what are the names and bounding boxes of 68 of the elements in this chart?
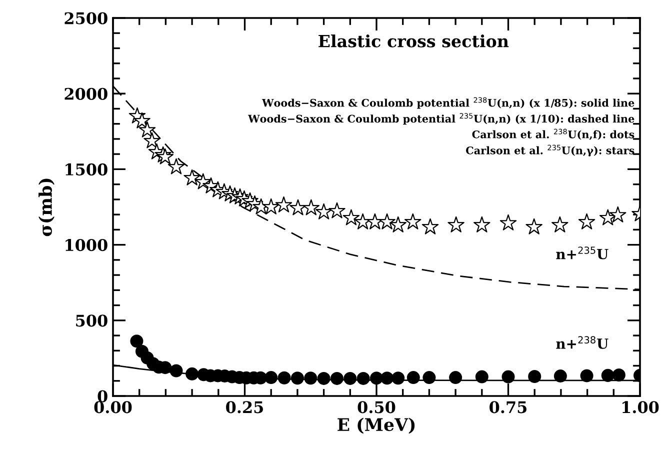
x-tick-label: 0.00 xyxy=(94,401,132,414)
point xyxy=(356,372,370,385)
point xyxy=(475,370,488,384)
point xyxy=(302,199,320,216)
point xyxy=(609,206,626,222)
y-tick-label: 500 xyxy=(76,314,108,327)
point xyxy=(449,371,462,384)
point xyxy=(304,372,318,385)
point xyxy=(317,372,330,385)
point xyxy=(342,209,360,226)
point xyxy=(578,213,596,230)
x-tick-label: 1.00 xyxy=(622,401,659,414)
text: Elastic cross section xyxy=(318,34,509,48)
point xyxy=(526,218,542,234)
point xyxy=(601,368,614,382)
point xyxy=(502,370,515,384)
y-tick-label: 1000 xyxy=(66,239,108,252)
point xyxy=(168,158,185,174)
point xyxy=(290,199,306,216)
point xyxy=(390,216,406,232)
point xyxy=(370,372,384,385)
point xyxy=(392,372,405,385)
y-tick-label: 2000 xyxy=(64,88,108,100)
point xyxy=(422,371,436,384)
point xyxy=(184,169,200,186)
point xyxy=(278,371,291,384)
y-tick-label: 1500 xyxy=(66,163,108,176)
x-tick-label: 0.50 xyxy=(358,401,396,414)
point xyxy=(144,132,160,148)
annotation: Woods−Saxon & Coulomb potential $^{235}$U(n,n) (x 1/10): dashed line xyxy=(248,113,634,125)
point xyxy=(262,198,280,214)
point xyxy=(599,209,616,226)
annotation: n+$^{238}$U xyxy=(556,336,608,349)
point xyxy=(130,334,144,348)
point xyxy=(448,216,464,232)
point xyxy=(500,214,517,230)
point xyxy=(528,370,542,383)
point xyxy=(474,216,490,232)
annotation: Woods−Saxon & Coulomb potential $^{238}$U(n,n) (x 1/85): solid line xyxy=(262,97,634,109)
x-tick-label: 0.25 xyxy=(226,401,263,414)
point xyxy=(580,369,594,382)
y-axis-title: σ(mb) xyxy=(38,178,54,236)
y-tick-label: 0 xyxy=(98,390,108,402)
point xyxy=(380,372,394,385)
point xyxy=(134,112,150,128)
point xyxy=(328,202,346,218)
point xyxy=(330,372,344,385)
point xyxy=(422,218,439,234)
y-tick-label: 2500 xyxy=(64,12,108,24)
annotation: n+$^{235}$U xyxy=(556,246,608,260)
point xyxy=(290,372,304,385)
point xyxy=(406,371,420,384)
point xyxy=(315,203,332,220)
annotation: Carlson et al. $^{238}$U(n,f): dots xyxy=(472,128,634,140)
point xyxy=(378,213,396,230)
point xyxy=(404,213,422,230)
x-axis-title: E (MeV) xyxy=(338,418,415,434)
point xyxy=(552,216,568,232)
point xyxy=(344,372,357,385)
point xyxy=(275,196,292,212)
point xyxy=(264,371,278,384)
x-tick-label: 0.75 xyxy=(490,401,526,414)
point xyxy=(554,370,567,383)
point xyxy=(138,121,156,138)
point xyxy=(612,368,626,382)
point xyxy=(186,367,199,380)
point xyxy=(170,364,183,378)
annotation: Carlson et al. $^{235}$U(n,γ): stars xyxy=(466,144,634,156)
